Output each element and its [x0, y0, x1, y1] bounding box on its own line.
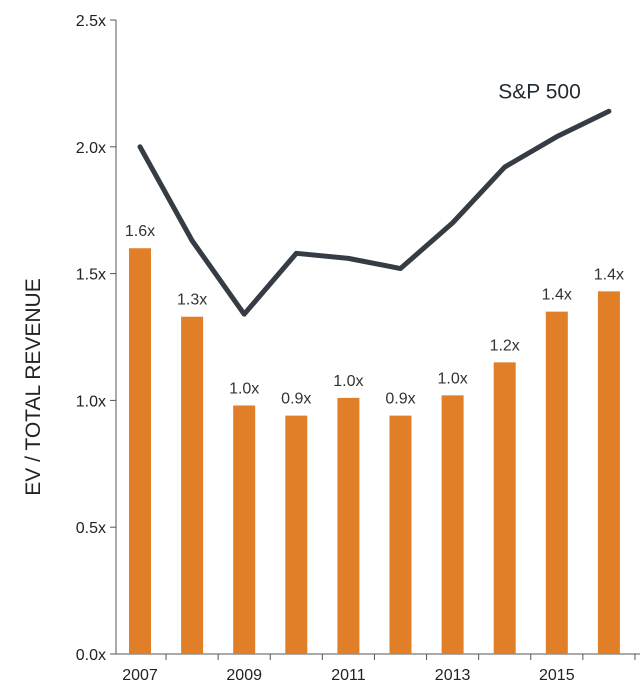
y-axis-title: EV / TOTAL REVENUE: [22, 278, 45, 495]
bar: [597, 291, 620, 654]
sp500-line: [137, 108, 612, 317]
x-tick-label: 2009: [226, 667, 262, 684]
y-tick-label: 0.5x: [76, 520, 106, 537]
y-tick-label: 0.0x: [76, 647, 106, 664]
bar: [441, 395, 464, 654]
x-tick-label: 2007: [122, 667, 158, 684]
bar: [337, 397, 360, 654]
sp500-series-label: S&P 500: [498, 81, 581, 104]
bar-labels: 1.6x 1.3x 1.0x 0.9x 1.0x 0.9x 1.0x 1.2x 1.4x 1.4x: [125, 223, 624, 407]
y-tick-label: 2.0x: [76, 140, 106, 157]
bar-value-label: 1.2x: [490, 337, 520, 354]
bar-value-label: 1.6x: [125, 223, 155, 240]
y-tick-label: 1.0x: [76, 393, 106, 410]
line-series: S&P 500: [137, 81, 612, 317]
bar-value-label: 0.9x: [385, 391, 415, 408]
x-axis: 2007 2009 2011 2013 2015: [116, 653, 640, 684]
bar-value-label: 1.0x: [437, 370, 467, 387]
y-tick-label: 1.5x: [76, 267, 106, 284]
bar: [181, 316, 204, 654]
bar: [129, 248, 151, 655]
y-tick-label: 2.5x: [76, 13, 106, 30]
bar-value-label: 1.4x: [542, 287, 572, 304]
y-axis: 0.0x 0.5x 1.0x 1.5x 2.0x 2.5x: [76, 13, 117, 664]
x-tick-label: 2011: [331, 667, 366, 684]
bar: [545, 311, 568, 654]
x-tick-label: 2013: [435, 667, 471, 684]
bar: [493, 362, 516, 654]
bar-value-label: 1.0x: [229, 380, 259, 397]
bars: [129, 248, 620, 655]
bar-value-label: 1.3x: [177, 292, 207, 309]
bar-value-label: 1.4x: [594, 266, 624, 283]
x-tick-label: 2015: [539, 667, 575, 684]
bar: [389, 415, 412, 654]
bar: [233, 405, 256, 654]
bar-value-label: 1.0x: [333, 373, 363, 390]
bar-value-label: 0.9x: [281, 391, 311, 408]
bar: [285, 415, 308, 654]
